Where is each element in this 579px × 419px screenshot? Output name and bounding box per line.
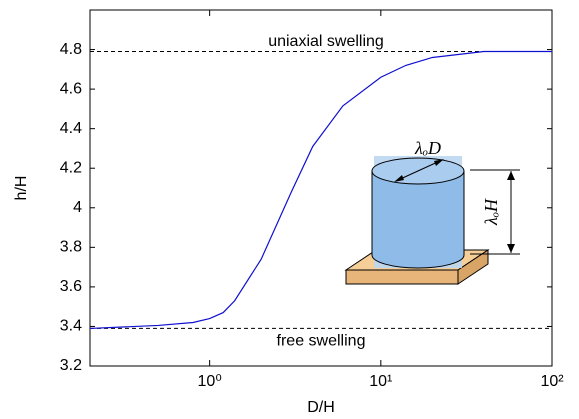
- y-tick-label: 4.2: [60, 159, 82, 176]
- arrow-head: [434, 159, 444, 166]
- inset-label: λₒH: [481, 198, 501, 226]
- y-tick-label: 4.8: [60, 41, 82, 58]
- data-line: [89, 50, 552, 330]
- y-axis-label: h/H: [13, 176, 30, 201]
- y-tick-label: 3.6: [60, 278, 82, 295]
- annotation: free swelling: [277, 333, 366, 350]
- cylinder-body: [371, 170, 465, 269]
- y-tick-label: 3.8: [60, 239, 82, 256]
- plot-frame: [89, 9, 553, 367]
- x-axis-label: D/H: [307, 399, 335, 416]
- arrow-head: [507, 244, 515, 253]
- y-tick-label: 4.6: [60, 80, 82, 97]
- diameter-arrow: [395, 159, 443, 182]
- plate-front: [345, 269, 459, 285]
- arrow-head: [394, 175, 404, 182]
- y-tick-label: 3.4: [60, 318, 82, 335]
- plate-side: [457, 249, 489, 285]
- y-tick-label: 3.2: [60, 357, 82, 374]
- y-tick-label: 4: [73, 199, 82, 216]
- x-tick-label: 10¹: [369, 373, 392, 390]
- x-tick-label: 10²: [540, 373, 564, 390]
- inset-label: λₒD: [414, 138, 441, 158]
- annotation: uniaxial swelling: [268, 33, 384, 50]
- arrow-head: [507, 171, 515, 180]
- x-tick-label: 10⁰: [198, 373, 222, 390]
- y-tick-label: 4.4: [60, 120, 82, 137]
- inset-diagram: λₒD λₒH: [344, 138, 520, 285]
